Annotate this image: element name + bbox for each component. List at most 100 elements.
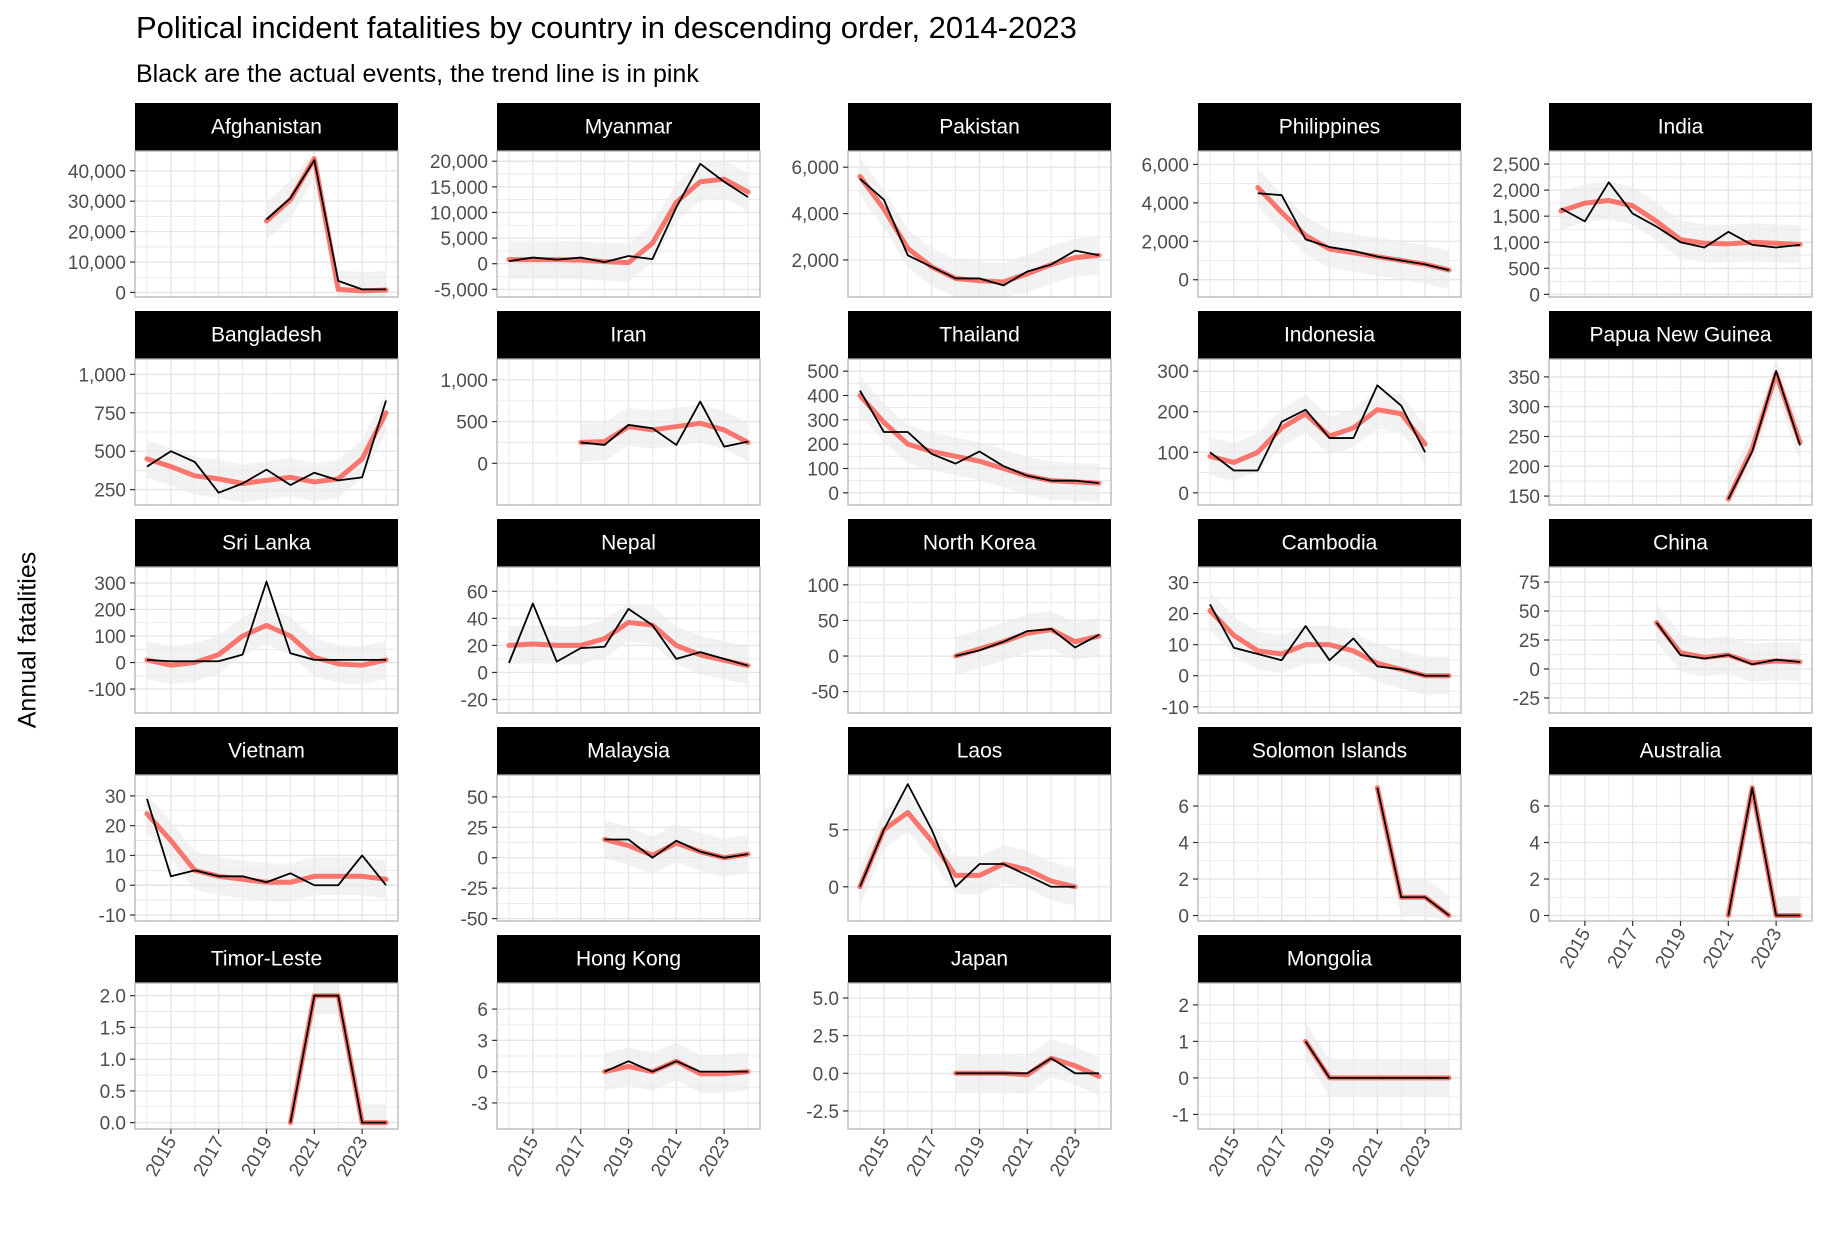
y-tick-label: 100: [94, 627, 126, 648]
y-tick-label: 300: [1157, 362, 1189, 383]
y-tick-label: 10: [105, 846, 126, 867]
trend-line: [506, 619, 751, 669]
y-tick-label: 20,000: [68, 223, 126, 244]
panel-japan: Japan -2.5 0.0 2.5 5.0 2015 2017 2019 2021 2023: [806, 935, 1112, 1180]
y-tick-label: 0: [477, 454, 488, 475]
facet-strip-label: Iran: [610, 324, 646, 347]
panel-mongolia: Mongolia -1 0 1 2 2015 2017 2019 2021 2023: [1172, 935, 1462, 1180]
actual-line: [1655, 622, 1801, 666]
facet-strip-label: Australia: [1640, 740, 1722, 763]
panel-thailand: Thailand 0 100 200 300 400 500: [807, 311, 1112, 506]
facet-strip-label: Sri Lanka: [222, 532, 311, 555]
actual-line: [859, 783, 1076, 888]
panel-border: [1197, 566, 1462, 714]
actual-line: [604, 838, 749, 859]
y-tick-label: 25: [1519, 631, 1540, 652]
y-tick-label: 200: [1508, 457, 1540, 478]
y-tick-label: 300: [1508, 398, 1540, 419]
actual-line: [859, 178, 1100, 287]
facet-strip-label: Nepal: [601, 532, 656, 555]
y-tick-label: -10: [1162, 698, 1189, 719]
panel-hong-kong: Hong Kong -3 0 3 6 2015 2017 2019 2021 2023: [471, 935, 761, 1180]
y-tick-label: 100: [807, 460, 839, 481]
facet-strip: [1198, 935, 1461, 983]
y-tick-label: 2,000: [1141, 232, 1189, 253]
y-tick-label: 0.0: [100, 1114, 126, 1135]
panel-border: [496, 566, 761, 714]
panel-bangladesh: Bangladesh 250 500 750 1,000: [78, 311, 399, 506]
y-tick-label: 0: [477, 1063, 488, 1084]
y-tick-label: 1.0: [100, 1050, 126, 1071]
y-tick-label: 4,000: [791, 205, 839, 226]
y-tick-label: 750: [94, 404, 126, 425]
y-tick-label: 10,000: [430, 203, 488, 224]
y-tick-label: 50: [467, 788, 488, 809]
x-tick-label: 2017: [1253, 1133, 1292, 1180]
y-tick-label: 1,500: [1492, 207, 1540, 228]
confidence-band: [604, 820, 749, 877]
panel-north-korea: North Korea -50 0 50 100: [807, 519, 1112, 714]
y-tick-label: 0: [1529, 285, 1540, 306]
facet-strip: [1198, 519, 1461, 567]
panel-border: [134, 358, 399, 506]
facet-strip-label: Mongolia: [1287, 948, 1373, 971]
actual-line: [289, 994, 387, 1124]
confidence-band: [604, 1042, 749, 1093]
y-tick-label: 4: [1529, 834, 1540, 855]
y-tick-label: 0: [828, 878, 839, 899]
y-tick-label: 6: [1178, 797, 1189, 818]
y-tick-label: 5.0: [813, 989, 839, 1010]
y-tick-label: 20,000: [430, 152, 488, 173]
x-tick-label: 2019: [1301, 1133, 1340, 1180]
trend-line: [144, 622, 389, 668]
y-tick-label: 0: [1178, 667, 1189, 688]
facet-strip-label: Cambodia: [1282, 532, 1378, 555]
y-tick-label: 10: [1168, 636, 1189, 657]
x-tick-label: 2023: [1396, 1133, 1435, 1180]
x-tick-label: 2015: [504, 1133, 543, 1180]
facet-strip-label: Philippines: [1279, 116, 1381, 139]
y-tick-label: 2.5: [813, 1027, 839, 1048]
y-tick-label: -2.5: [806, 1102, 839, 1123]
facet-strip-label: Pakistan: [939, 116, 1020, 139]
panel-border: [496, 358, 761, 506]
y-tick-label: 0.5: [100, 1082, 126, 1103]
y-tick-label: 25: [467, 818, 488, 839]
y-tick-label: 10,000: [68, 253, 126, 274]
facet-strip: [497, 103, 760, 151]
actual-line: [955, 628, 1100, 657]
facet-strip-label: Malaysia: [587, 740, 670, 763]
x-tick-label: 2023: [695, 1133, 734, 1180]
actual-line: [146, 400, 387, 494]
y-tick-label: 500: [1508, 259, 1540, 280]
panel-laos: Laos 0 5: [828, 727, 1112, 922]
facet-strip-label: Bangladesh: [211, 324, 322, 347]
panel-myanmar: Myanmar -5,000 0 5,000 10,000 15,000 20,000: [430, 103, 761, 301]
y-tick-label: 15,000: [430, 178, 488, 199]
y-tick-label: 250: [1508, 427, 1540, 448]
facet-strip: [1198, 727, 1461, 775]
facet-strip: [497, 311, 760, 359]
actual-line: [1727, 370, 1801, 500]
y-tick-label: 200: [94, 600, 126, 621]
y-tick-label: 40,000: [68, 162, 126, 183]
y-tick-label: 3: [477, 1031, 488, 1052]
facet-strip: [848, 727, 1111, 775]
facet-strip-label: India: [1658, 116, 1704, 139]
y-tick-label: 100: [1157, 443, 1189, 464]
x-tick-label: 2015: [142, 1133, 181, 1180]
y-tick-label: 300: [807, 411, 839, 432]
y-tick-label: 200: [807, 435, 839, 456]
y-tick-label: 500: [807, 362, 839, 383]
trend-line: [953, 627, 1102, 659]
x-tick-label: 2021: [285, 1133, 324, 1180]
y-tick-label: 5: [828, 821, 839, 842]
confidence-band: [955, 1039, 1100, 1096]
y-tick-label: 60: [467, 582, 488, 603]
panel-border: [134, 150, 399, 298]
y-tick-label: 2,000: [1492, 181, 1540, 202]
y-tick-label: 50: [818, 611, 839, 632]
panel-philippines: Philippines 0 2,000 4,000 6,000: [1141, 103, 1462, 298]
y-tick-label: -3: [471, 1094, 488, 1115]
y-tick-label: 20: [105, 817, 126, 838]
